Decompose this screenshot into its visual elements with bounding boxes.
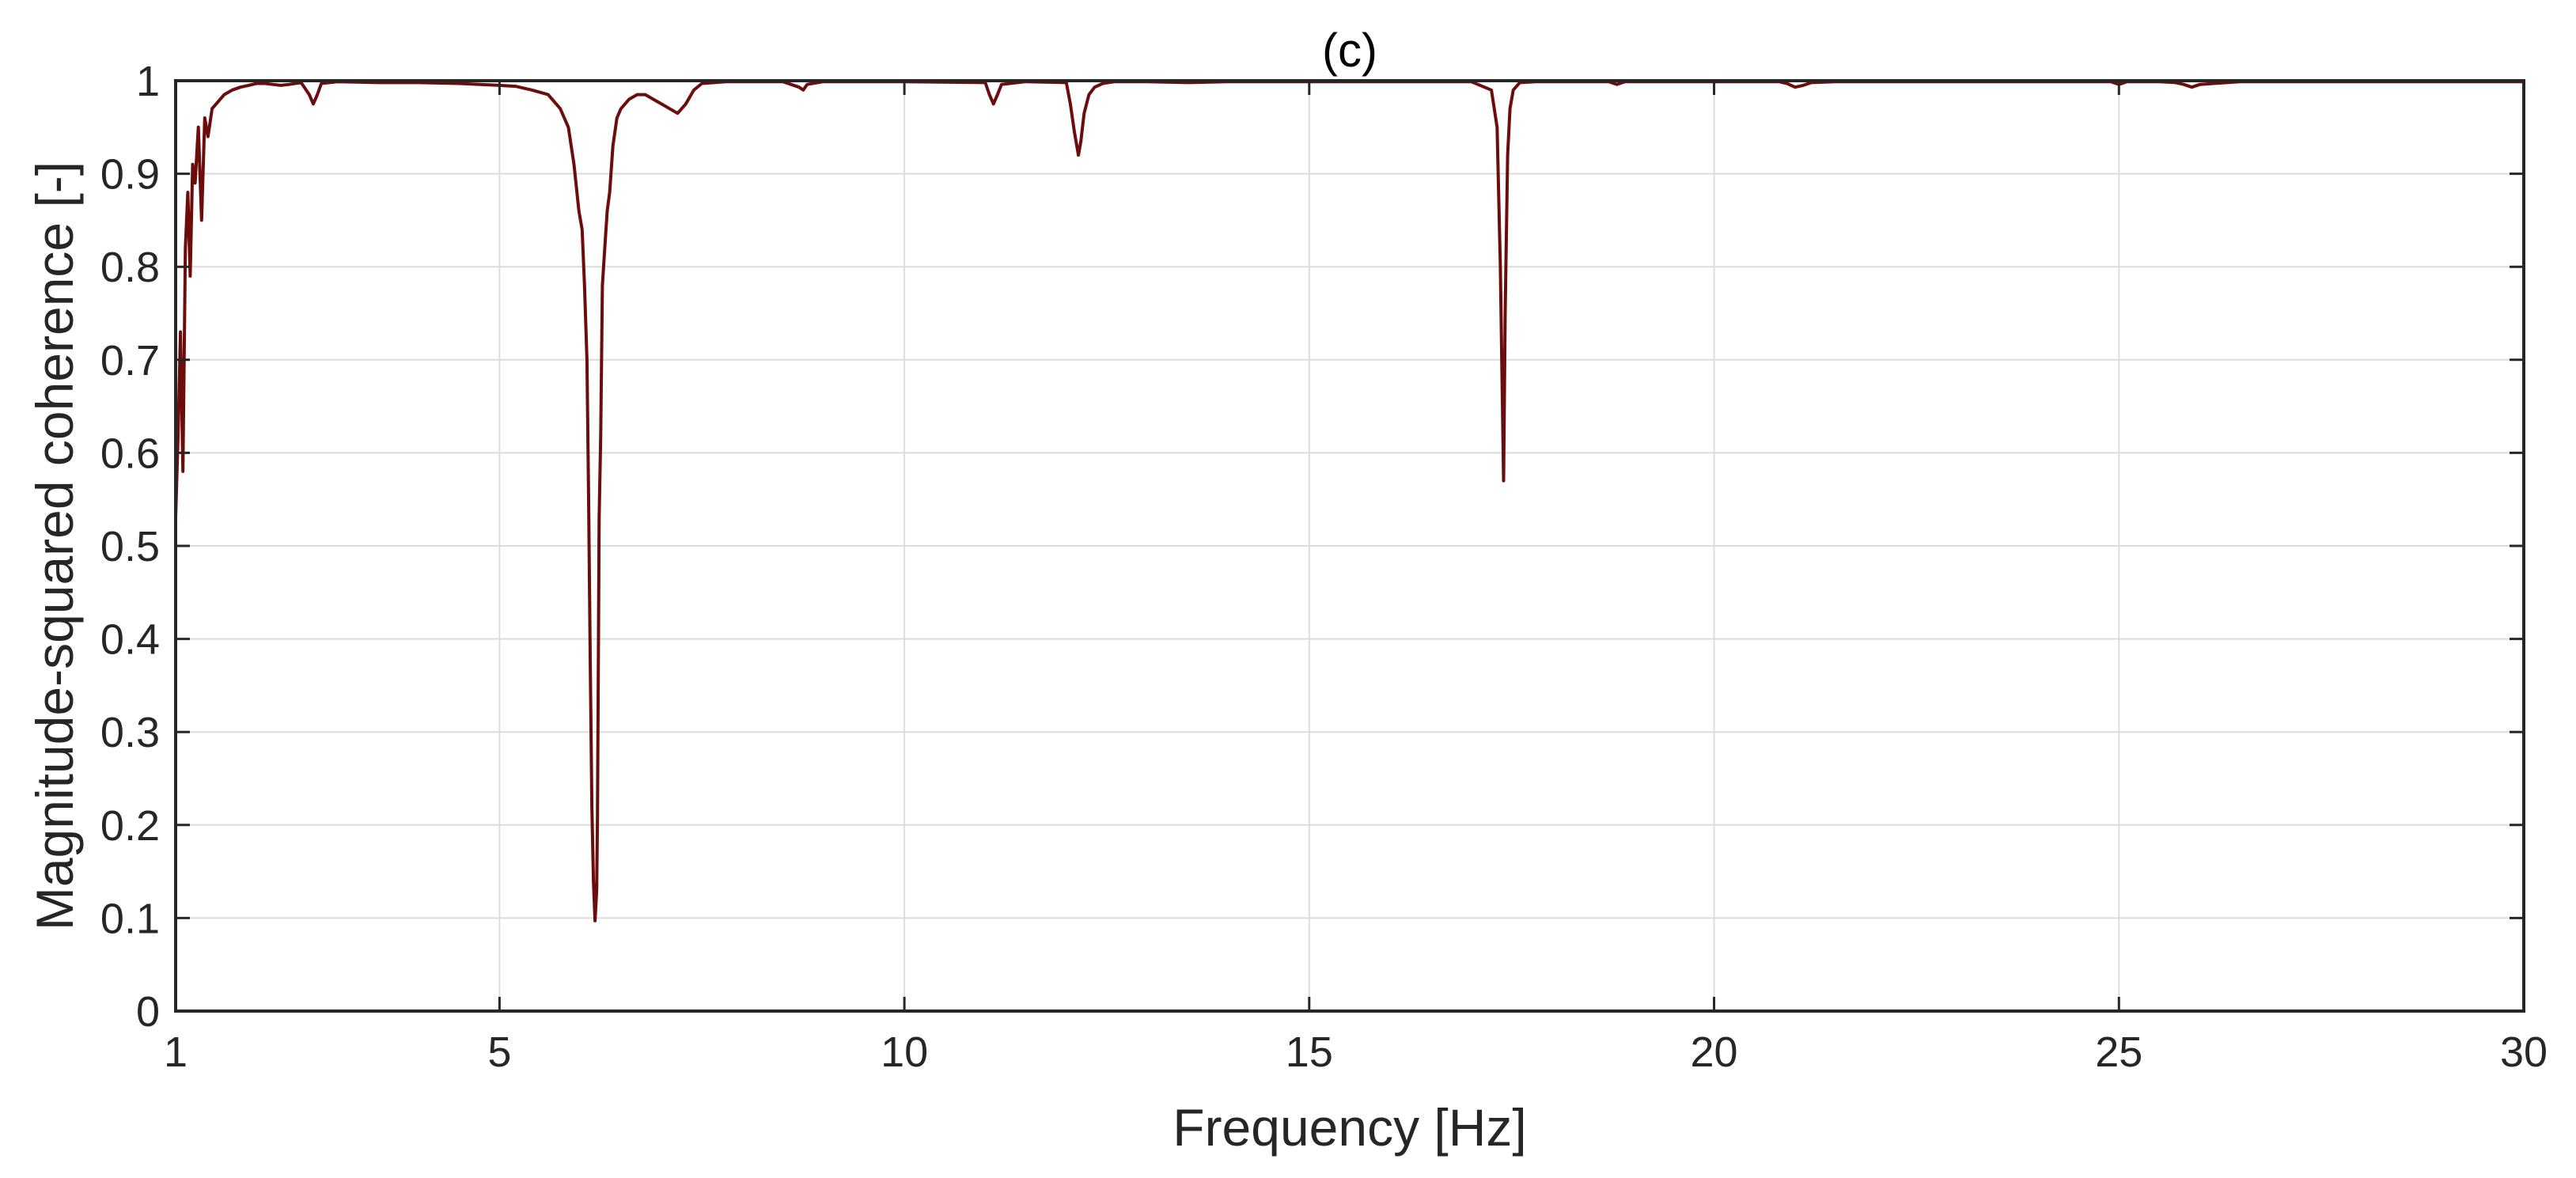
y-tick-label: 0.1: [100, 895, 160, 942]
x-tick-label: 10: [881, 1028, 928, 1076]
y-tick-label: 0.8: [100, 244, 160, 291]
chart-title: (c): [1322, 24, 1377, 77]
ticks-layer: 1 5 10 15 20 25 3000.10.20.30.40.50.60.70.80.9…: [100, 58, 2548, 1076]
y-tick-label: 0: [136, 988, 160, 1036]
x-tick-label: 20: [1691, 1028, 1738, 1076]
series-line: [174, 80, 2524, 922]
y-tick-label: 0.3: [100, 709, 160, 756]
y-axis-title: Magnitude-squared coherence [-]: [25, 161, 84, 930]
y-tick-label: 0.2: [100, 802, 160, 850]
y-tick-label: 1: [136, 58, 160, 105]
y-tick-label: 0.6: [100, 430, 160, 477]
x-axis-title: Frequency [Hz]: [1172, 1098, 1527, 1157]
series-layer: [174, 80, 2524, 922]
y-tick-label: 0.4: [100, 616, 160, 664]
x-tick-label: 15: [1286, 1028, 1333, 1076]
x-tick-label: 25: [2095, 1028, 2142, 1076]
grid-layer: [175, 80, 2525, 1012]
x-tick-label: 1: [164, 1028, 188, 1076]
y-tick-label: 0.5: [100, 523, 160, 570]
y-tick-label: 0.7: [100, 337, 160, 384]
y-tick-label: 0.9: [100, 151, 160, 199]
x-tick-label: 5: [487, 1028, 511, 1076]
x-tick-label: 30: [2500, 1028, 2548, 1076]
